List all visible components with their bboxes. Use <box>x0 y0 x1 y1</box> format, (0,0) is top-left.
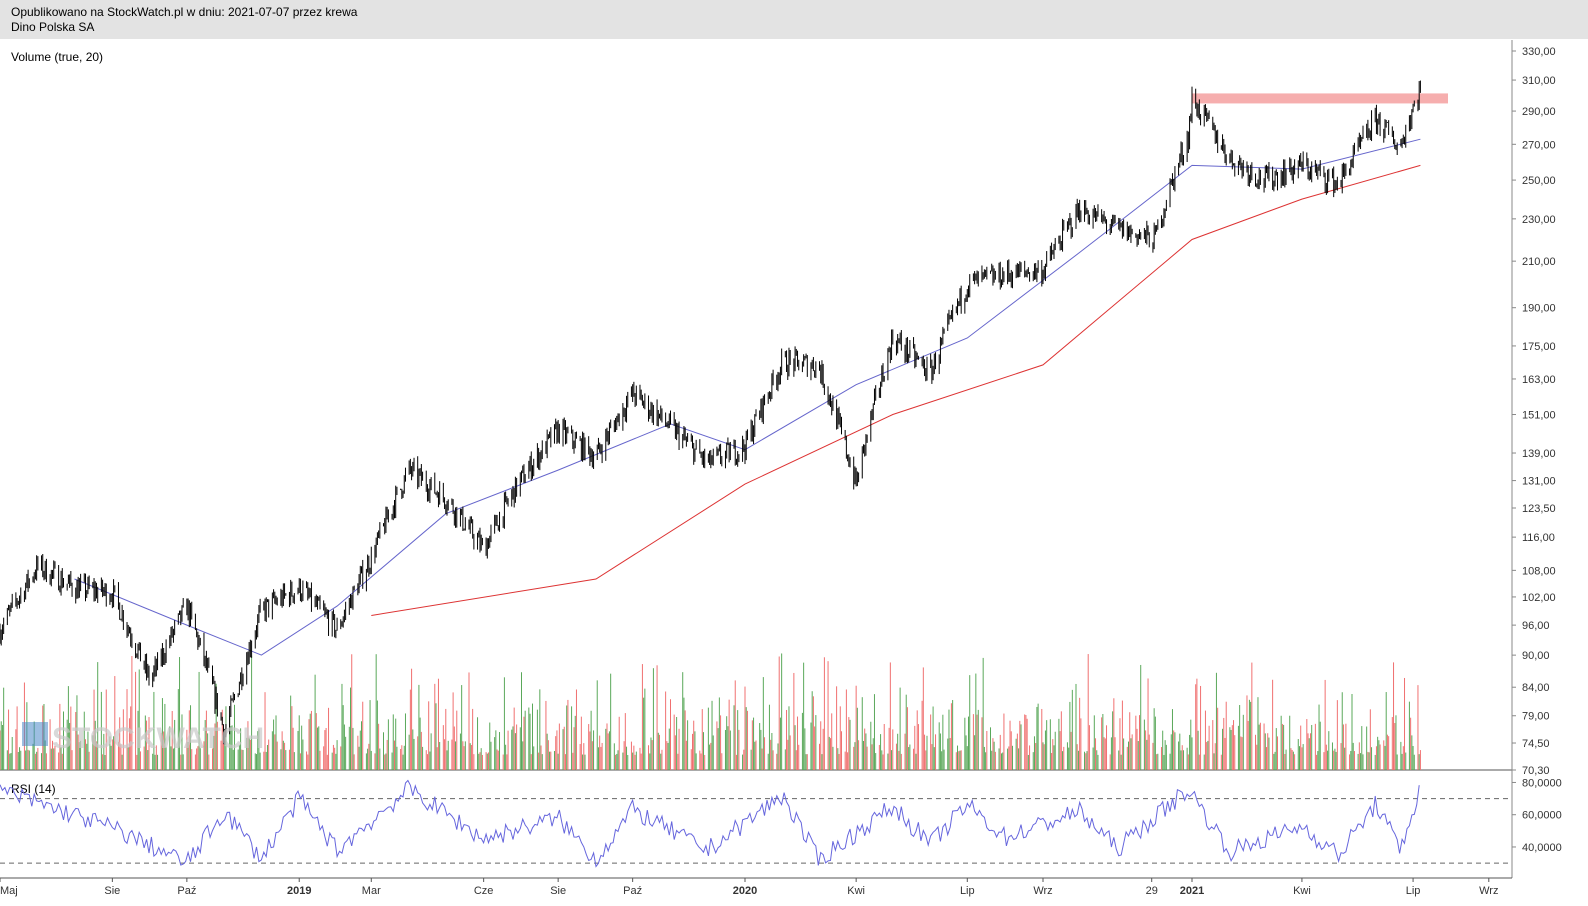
header-banner: Opublikowano na StockWatch.pl w dniu: 20… <box>0 0 1588 39</box>
time-tick-label: 2020 <box>733 885 757 897</box>
price-tick-label: 250,00 <box>1522 175 1556 187</box>
price-tick-label: 330,00 <box>1522 46 1556 58</box>
price-tick-label: 270,00 <box>1522 139 1556 151</box>
time-tick-label: Maj <box>0 885 18 897</box>
instrument-name: Dino Polska SA <box>11 20 95 34</box>
time-axis: Maj Sie Paź 2019 Mar Cze Sie Paź 2020 Kwi Lip Wrz 29… <box>0 878 1498 897</box>
price-tick-label: 70,30 <box>1522 765 1550 777</box>
publication-line: Opublikowano na StockWatch.pl w dniu: 20… <box>11 5 358 19</box>
price-tick-label: 190,00 <box>1522 303 1556 315</box>
time-tick-label: Sie <box>104 885 120 897</box>
price-series <box>0 80 1421 745</box>
time-tick-label: Wrz <box>1479 885 1498 897</box>
price-tick-label: 290,00 <box>1522 106 1556 118</box>
price-tick-label: 163,00 <box>1522 374 1556 386</box>
time-tick-label: Kwi <box>1293 885 1311 897</box>
price-tick-label: 90,00 <box>1522 650 1550 662</box>
price-tick-label: 108,00 <box>1522 565 1556 577</box>
price-tick-label: 175,00 <box>1522 341 1556 353</box>
price-tick-label: 102,00 <box>1522 592 1556 604</box>
time-tick-label: 2021 <box>1180 885 1204 897</box>
resistance-zone <box>1192 93 1448 104</box>
time-tick-label: Mar <box>362 885 381 897</box>
price-tick-label: 116,00 <box>1522 532 1555 544</box>
price-tick-label: 230,00 <box>1522 214 1556 226</box>
rsi-panel: 80,0000 60,0000 40,0000 <box>0 777 1562 868</box>
time-tick-label: Lip <box>1406 885 1421 897</box>
price-tick-label: 84,00 <box>1522 682 1550 694</box>
time-tick-label: Sie <box>550 885 566 897</box>
time-tick-label: Paź <box>177 885 196 897</box>
price-tick-label: 79,00 <box>1522 711 1550 723</box>
watermark-text: STOCKWATCH <box>52 722 264 755</box>
price-axis: 330,00 310,00 290,00 270,00 250,00 230,00 210,… <box>1512 46 1556 777</box>
price-tick-label: 139,00 <box>1522 448 1556 460</box>
time-tick-label: Kwi <box>847 885 865 897</box>
time-tick-label: Paź <box>623 885 642 897</box>
moving-average-short <box>74 138 1421 656</box>
rsi-line <box>0 779 1420 868</box>
rsi-tick-label: 60,0000 <box>1522 810 1562 822</box>
time-tick-label: Cze <box>474 885 494 897</box>
time-tick-label: Lip <box>960 885 975 897</box>
price-tick-label: 123,50 <box>1522 503 1556 515</box>
time-tick-label: 2019 <box>287 885 311 897</box>
time-tick-label: Wrz <box>1033 885 1052 897</box>
volume-indicator-label: Volume (true, 20) <box>11 50 103 64</box>
watermark-logo: STOCKWATCH <box>22 722 264 755</box>
price-tick-label: 74,50 <box>1522 738 1550 750</box>
price-tick-label: 210,00 <box>1522 256 1556 268</box>
price-tick-label: 96,00 <box>1522 620 1550 632</box>
price-tick-label: 310,00 <box>1522 75 1556 87</box>
watermark-icon <box>22 722 48 746</box>
price-tick-label: 151,00 <box>1522 410 1556 422</box>
price-tick-label: 131,00 <box>1522 476 1556 488</box>
rsi-tick-label: 80,0000 <box>1522 777 1562 789</box>
rsi-tick-label: 40,0000 <box>1522 842 1562 854</box>
moving-average-long <box>371 164 1421 616</box>
resistance-band <box>1192 93 1448 104</box>
rsi-indicator-label: RSI (14) <box>11 782 56 796</box>
time-tick-label: 29 <box>1146 885 1158 897</box>
moving-averages <box>74 138 1421 656</box>
